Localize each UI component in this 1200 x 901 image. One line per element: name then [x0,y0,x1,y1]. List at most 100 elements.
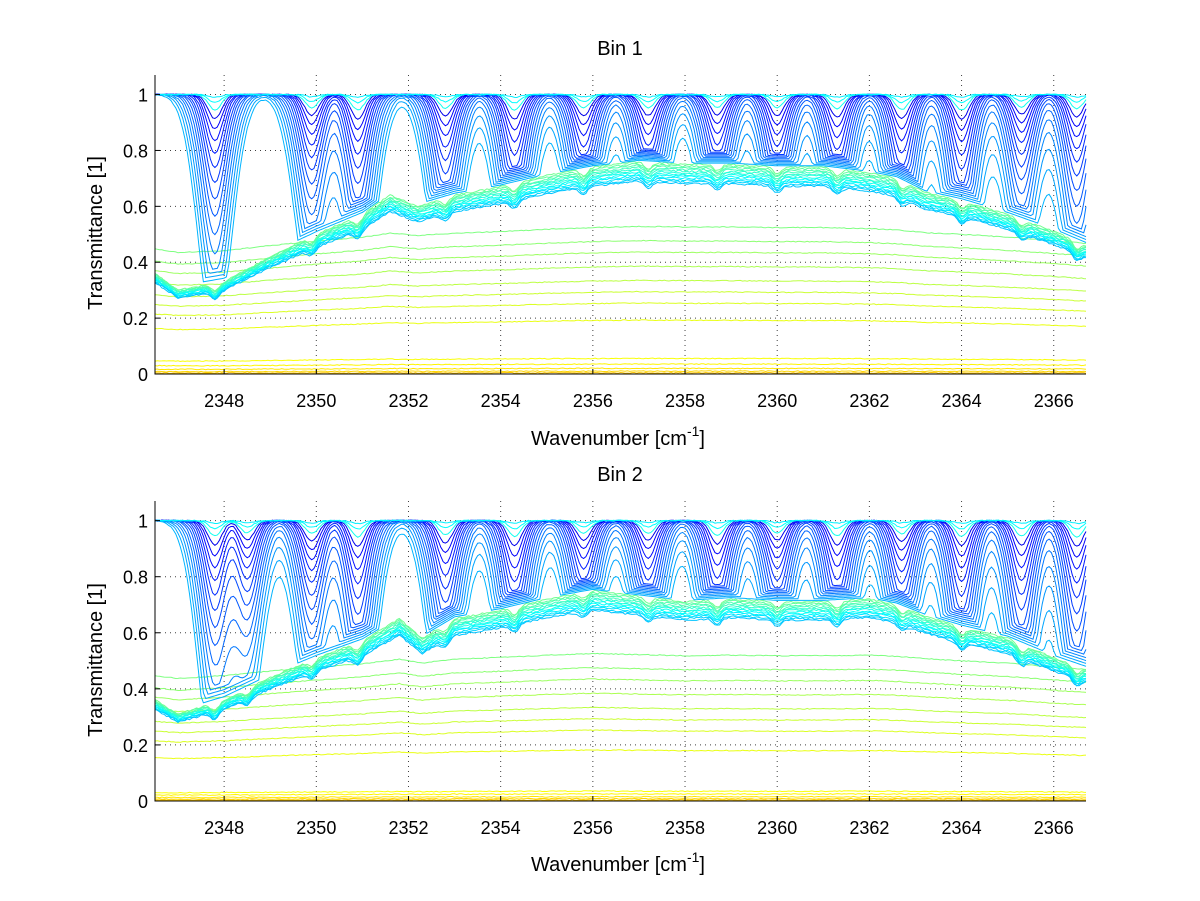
x-tick-label: 2354 [481,818,521,838]
spectrum-line [154,169,1087,296]
spectrum-line [155,519,1087,615]
spectrum-line [154,729,1087,743]
x-axis-label-superscript: -1 [687,423,700,439]
spectrum-line [154,519,1087,648]
spectrum-line [154,357,1087,363]
spectrum-line [154,749,1087,760]
chart-title: Bin 2 [597,464,643,486]
spectrum-line [154,225,1087,254]
spectrum-line [154,93,1087,270]
plot-area [154,93,1087,374]
spectrum-line [154,302,1087,317]
x-tick-label: 2358 [665,391,705,411]
y-tick-label: 0.8 [123,141,148,161]
spectrum-line [154,519,1087,686]
spectrum-line [154,604,1087,722]
spectrum-line [154,178,1087,300]
x-tick-label: 2362 [849,818,889,838]
spectrum-line [155,265,1087,286]
spectrum-line [154,239,1087,265]
spectrum-line [154,692,1087,713]
spectrum-line [154,595,1086,717]
spectrum-line [154,93,1087,185]
plot-area [154,519,1087,802]
spectrum-line [154,520,1087,704]
spectrum-line [154,593,1087,716]
y-tick-labels: 0 0.2 0.4 0.6 0.8 1 [123,512,148,812]
spectrum-line [154,600,1086,719]
spectrum-line [154,795,1087,799]
spectrum-line [154,363,1087,367]
spectrum-line [154,93,1087,255]
spectrum-line [154,606,1087,722]
spectrum-line [154,93,1087,217]
spectrum-line [154,519,1087,700]
spectrum-line [154,609,1087,724]
axes [154,75,1086,375]
spectrum-line [154,93,1087,99]
spectrum-line [154,161,1087,292]
x-tick-label: 2366 [1034,391,1074,411]
x-axis-label-text: Wavenumber [cm [531,428,687,450]
y-tick-label: 0.6 [123,197,148,217]
spectrum-line [154,589,1087,715]
spectrum-line [154,93,1087,279]
y-tick-label: 0.4 [123,680,148,700]
x-tick-labels: 2348 2350 2352 2354 2356 2358 2360 2362 2364 2366 [204,818,1074,838]
spectrum-line [154,519,1087,632]
panel-bin-2: Bin 2 2348 2350 2352 2354 2356 2358 2360 2362 23… [85,464,1087,876]
y-tick-label: 0 [138,365,148,385]
spectrum-line [154,597,1087,718]
spectrum-line [154,171,1087,297]
spectrum-line [154,370,1087,373]
y-tick-label: 0 [138,792,148,812]
y-tick-label: 0.2 [123,736,148,756]
panel-bin-1: Bin 1 2348 2350 2352 2354 2356 2358 2360 2362 23… [85,38,1087,450]
y-tick-labels: 0 0.2 0.4 0.6 0.8 1 [123,86,148,385]
spectrum-line [154,290,1087,308]
x-axis-label-superscript: -1 [687,849,700,865]
spectrum-line [154,519,1087,691]
spectrum-line [154,598,1087,718]
spectrum-line [154,168,1087,295]
x-axis-label: Wavenumber [cm-1] [531,423,705,450]
chart-title: Bin 1 [597,38,643,60]
x-tick-label: 2364 [942,391,982,411]
y-tick-label: 1 [138,86,148,106]
x-tick-labels: 2348 2350 2352 2354 2356 2358 2360 2362 2364 2366 [204,391,1074,411]
x-tick-label: 2348 [204,391,244,411]
spectrum-line [154,176,1087,299]
spectrum-line [154,608,1087,723]
spectrum-line [154,180,1087,301]
x-tick-label: 2364 [942,818,982,838]
y-tick-label: 0.6 [123,624,148,644]
spectrum-line [154,174,1087,298]
x-tick-label: 2352 [388,818,428,838]
spectrum-line [154,94,1087,283]
spectrum-line [154,519,1087,525]
spectrum-line [154,790,1087,794]
spectrum-line [154,717,1087,734]
spectrum-line [154,792,1087,797]
spectrum-line [154,519,1087,695]
spectrum-line [154,706,1087,724]
spectrum-line [154,797,1087,801]
x-tick-label: 2350 [296,391,336,411]
spectrum-line [154,367,1087,371]
spectrum-line [154,279,1086,298]
y-tick-label: 0.4 [123,253,148,273]
x-axis-label-end: ] [699,854,705,876]
x-tick-label: 2350 [296,818,336,838]
x-tick-label: 2356 [573,391,613,411]
x-tick-label: 2360 [757,818,797,838]
x-tick-label: 2356 [573,818,613,838]
spectrum-line [154,678,1087,701]
spectrum-line [154,667,1087,691]
spectrum-line [154,251,1086,275]
x-axis-label-text: Wavenumber [cm [531,854,687,876]
spectrum-line [154,591,1087,716]
y-tick-label: 0.8 [123,568,148,588]
spectrum-line [154,173,1087,297]
